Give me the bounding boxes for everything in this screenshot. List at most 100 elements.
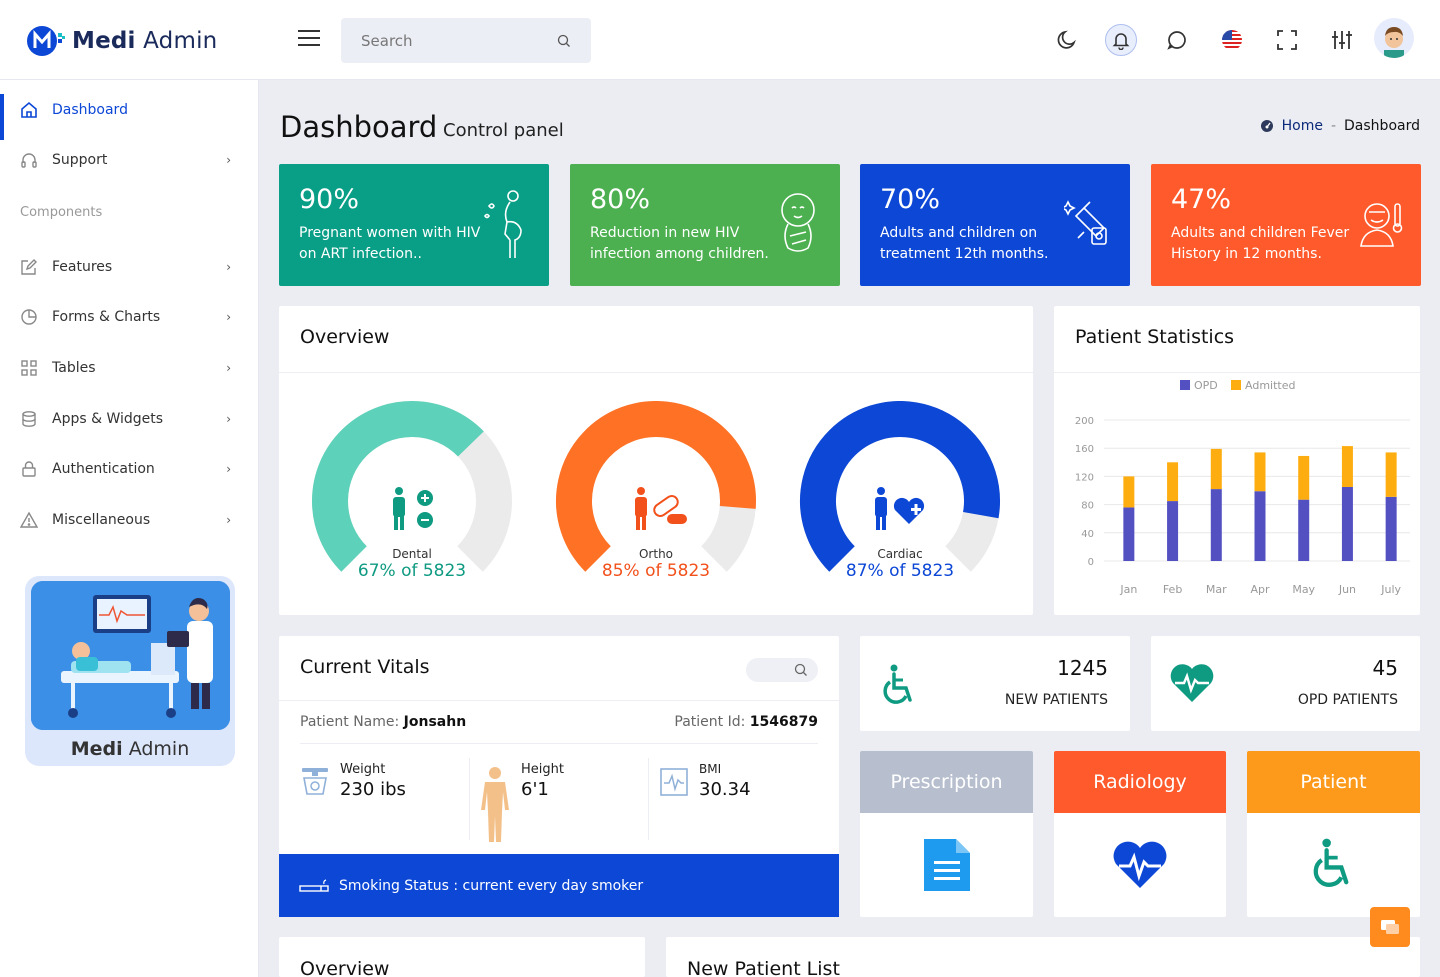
smoking-status-bar: Smoking Status : current every day smoke… — [279, 854, 839, 917]
stat-description: Adults and children on treatment 12th mo… — [880, 225, 1049, 262]
chevron-right-icon: › — [226, 462, 231, 476]
y-tick-label: 0 — [1088, 557, 1094, 568]
patient-label: Patient — [1247, 751, 1420, 813]
heart-pulse-icon — [1113, 841, 1167, 888]
gauge-cardiac: Cardiac 87% of 5823 — [795, 401, 1005, 591]
x-tick-label: Apr — [1250, 583, 1270, 596]
sidebar-item-support[interactable]: Support › — [0, 140, 259, 180]
pills-icon — [635, 487, 687, 530]
search-input[interactable] — [361, 31, 557, 50]
sidebar-item-miscellaneous[interactable]: Miscellaneous › — [0, 500, 259, 540]
page-subtitle: Control panel — [443, 120, 564, 141]
vitals-title: Current Vitals — [300, 656, 430, 678]
x-tick-label: Feb — [1163, 583, 1182, 596]
stat-percent: 47% — [1171, 184, 1232, 215]
sidebar-item-apps-widgets[interactable]: Apps & Widgets › — [0, 399, 259, 439]
logo[interactable]: Medi Admin — [26, 24, 217, 58]
sidebar-item-label: Apps & Widgets — [52, 411, 164, 427]
heart-plus-icon — [875, 487, 925, 530]
chat-icon[interactable] — [1161, 24, 1193, 56]
sidebar-item-authentication[interactable]: Authentication › — [0, 449, 259, 489]
x-tick-label: May — [1292, 583, 1315, 596]
opd-patients-card[interactable]: 45 OPD PATIENTS — [1151, 636, 1420, 731]
y-tick-label: 120 — [1075, 472, 1094, 483]
sidebar-item-dashboard[interactable]: Dashboard — [0, 90, 259, 140]
stat-description: Adults and children Fever History in 12 … — [1171, 225, 1350, 262]
gauge-dental: Dental 67% of 5823 — [307, 401, 517, 591]
weight-label: Weight — [340, 762, 386, 777]
y-tick-label: 80 — [1081, 501, 1094, 512]
bar-admitted-july — [1385, 452, 1397, 497]
bar-opd-july — [1385, 496, 1397, 561]
sidebar-item-features[interactable]: Features › — [0, 247, 259, 287]
bar-admitted-jun — [1341, 446, 1353, 487]
chat-fab-button[interactable] — [1370, 907, 1410, 947]
breadcrumb: Home - Dashboard — [1260, 118, 1420, 134]
bar-admitted-feb — [1167, 462, 1179, 502]
gauge-fill — [556, 401, 756, 572]
document-icon — [923, 839, 970, 891]
sidebar-item-tables[interactable]: Tables › — [0, 348, 259, 388]
prescription-tile[interactable]: Prescription — [860, 751, 1033, 917]
chevron-right-icon: › — [226, 310, 231, 324]
gauge-dental-ring — [312, 401, 512, 572]
y-tick-label: 160 — [1075, 444, 1094, 455]
dental-icon — [393, 487, 433, 530]
stat-card-adults-treatment[interactable]: 70% Adults and children on treatment 12t… — [860, 164, 1130, 286]
menu-toggle-button[interactable] — [298, 30, 320, 48]
radiology-tile[interactable]: Radiology — [1054, 751, 1226, 917]
bar-opd-jun — [1341, 486, 1353, 561]
body-icon — [481, 767, 509, 842]
patient-id-row: Patient Id: 1546879 — [674, 714, 818, 730]
stat-percent: 90% — [299, 184, 360, 215]
promo-card: Medi Admin — [25, 576, 235, 766]
bar-opd-apr — [1254, 491, 1266, 561]
chevron-right-icon: › — [226, 513, 231, 527]
bar-opd-may — [1298, 499, 1310, 561]
moon-icon[interactable] — [1051, 24, 1083, 56]
patient-statistics-panel: Patient Statistics OPD Admitted 0 40 80 120 16… — [1054, 306, 1420, 615]
bell-icon[interactable] — [1105, 24, 1137, 56]
search-icon — [794, 663, 807, 676]
overview-bottom-panel: Overview — [279, 937, 645, 977]
legend-label: OPD — [1194, 379, 1218, 392]
sliders-icon[interactable] — [1326, 24, 1358, 56]
new-patient-list-panel: New Patient List — [666, 937, 1420, 977]
new-patient-list-title: New Patient List — [687, 958, 840, 977]
vitals-search-input[interactable] — [746, 658, 818, 682]
stat-percent: 70% — [880, 184, 941, 215]
stat-card-pregnant-women[interactable]: 90% Pregnant women with HIV on ART infec… — [279, 164, 549, 286]
search-bar — [341, 18, 591, 63]
headphones-icon — [20, 151, 38, 169]
legend-swatch — [1180, 380, 1190, 390]
pregnant-icon — [484, 190, 522, 258]
stat-card-fever-history[interactable]: 47% Adults and children Fever History in… — [1151, 164, 1421, 286]
fullscreen-icon[interactable] — [1271, 24, 1303, 56]
patient-tile[interactable]: Patient — [1247, 751, 1420, 917]
home-icon — [20, 101, 38, 119]
sidebar-item-forms-charts[interactable]: Forms & Charts › — [0, 297, 259, 337]
sidebar-item-label: Tables — [52, 360, 96, 376]
new-patients-card[interactable]: 1245 NEW PATIENTS — [860, 636, 1130, 731]
breadcrumb-home-link[interactable]: Home — [1281, 118, 1323, 134]
bar-opd-mar — [1210, 489, 1222, 561]
us-flag-icon[interactable] — [1216, 24, 1248, 56]
gauge-fill — [800, 401, 1000, 572]
bar-opd-feb — [1167, 501, 1179, 561]
gauge-fill — [312, 401, 484, 572]
page-title: Dashboard — [280, 110, 438, 144]
avatar[interactable] — [1374, 18, 1414, 58]
chevron-right-icon: › — [226, 153, 231, 167]
wheelchair-icon — [1313, 838, 1348, 887]
chevron-right-icon: › — [226, 412, 231, 426]
gauge-ortho-ring — [556, 401, 756, 572]
stat-description: Reduction in new HIV infection among chi… — [590, 225, 769, 262]
chat-bubble-icon — [1381, 920, 1399, 934]
bar-admitted-mar — [1210, 448, 1222, 490]
radiology-label: Radiology — [1054, 751, 1226, 813]
sidebar-heading: Components — [20, 205, 103, 220]
baby-icon — [781, 193, 815, 252]
pie-icon — [20, 308, 38, 326]
search-icon[interactable] — [557, 34, 571, 48]
stat-card-hiv-reduction[interactable]: 80% Reduction in new HIV infection among… — [570, 164, 840, 286]
